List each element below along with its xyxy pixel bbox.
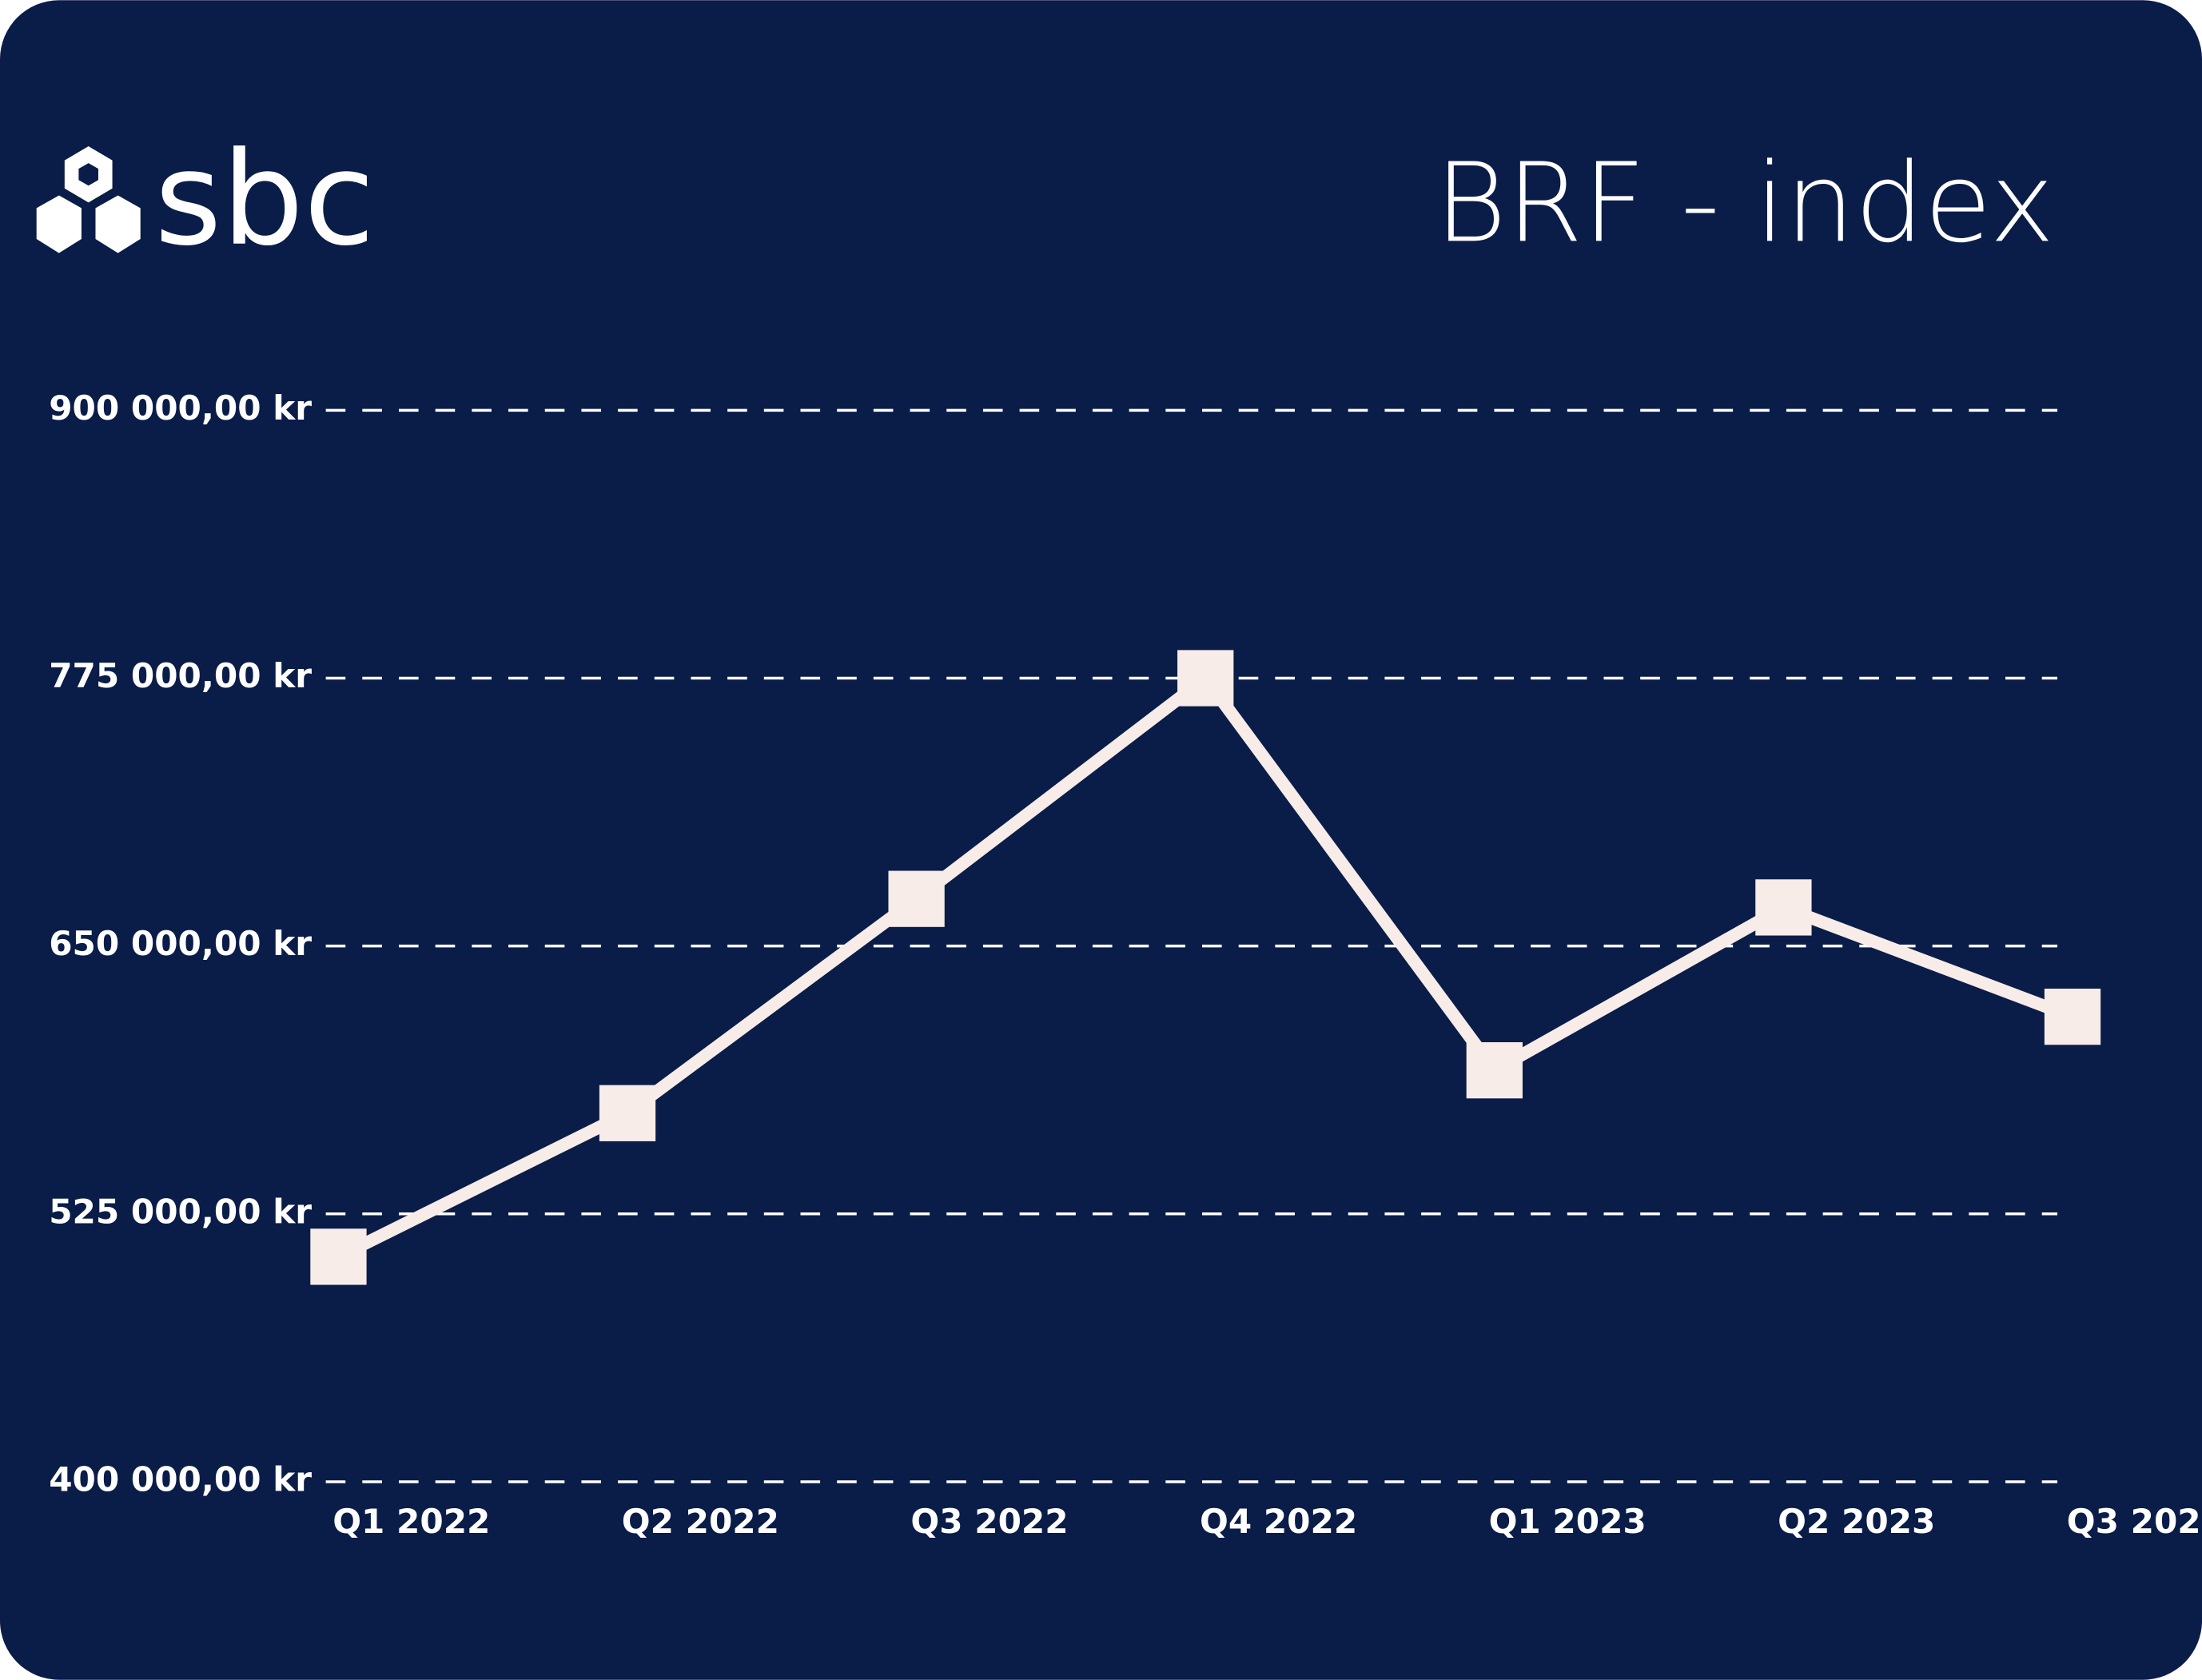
x-tick-label: Q1 2022 [332,1502,490,1541]
point-marker [1466,1042,1523,1099]
x-tick-label: Q1 2023 [1489,1502,1647,1541]
y-tick-label: 400 000,00 kr [49,1459,312,1499]
brand-logo-text: sbc [154,125,375,275]
x-tick-label: Q3 2023 [2067,1502,2202,1541]
point-marker [888,870,945,927]
y-tick-label: 775 000,00 kr [49,656,312,695]
x-tick-label: Q2 2022 [622,1502,779,1541]
point-marker [1755,879,1812,936]
x-tick-label: Q2 2023 [1778,1502,1935,1541]
point-marker [2044,988,2101,1045]
x-tick-label: Q4 2022 [1200,1502,1357,1541]
y-tick-label: 650 000,00 kr [49,924,312,963]
point-marker [1177,650,1234,707]
point-marker [599,1085,656,1141]
y-tick-label: 900 000,00 kr [49,388,312,428]
point-marker [310,1228,367,1285]
logo-mark [36,146,141,253]
x-tick-label: Q3 2022 [910,1502,1068,1541]
y-tick-label: 525 000,00 kr [49,1192,312,1231]
chart-title: BRF - index [1435,140,2054,267]
